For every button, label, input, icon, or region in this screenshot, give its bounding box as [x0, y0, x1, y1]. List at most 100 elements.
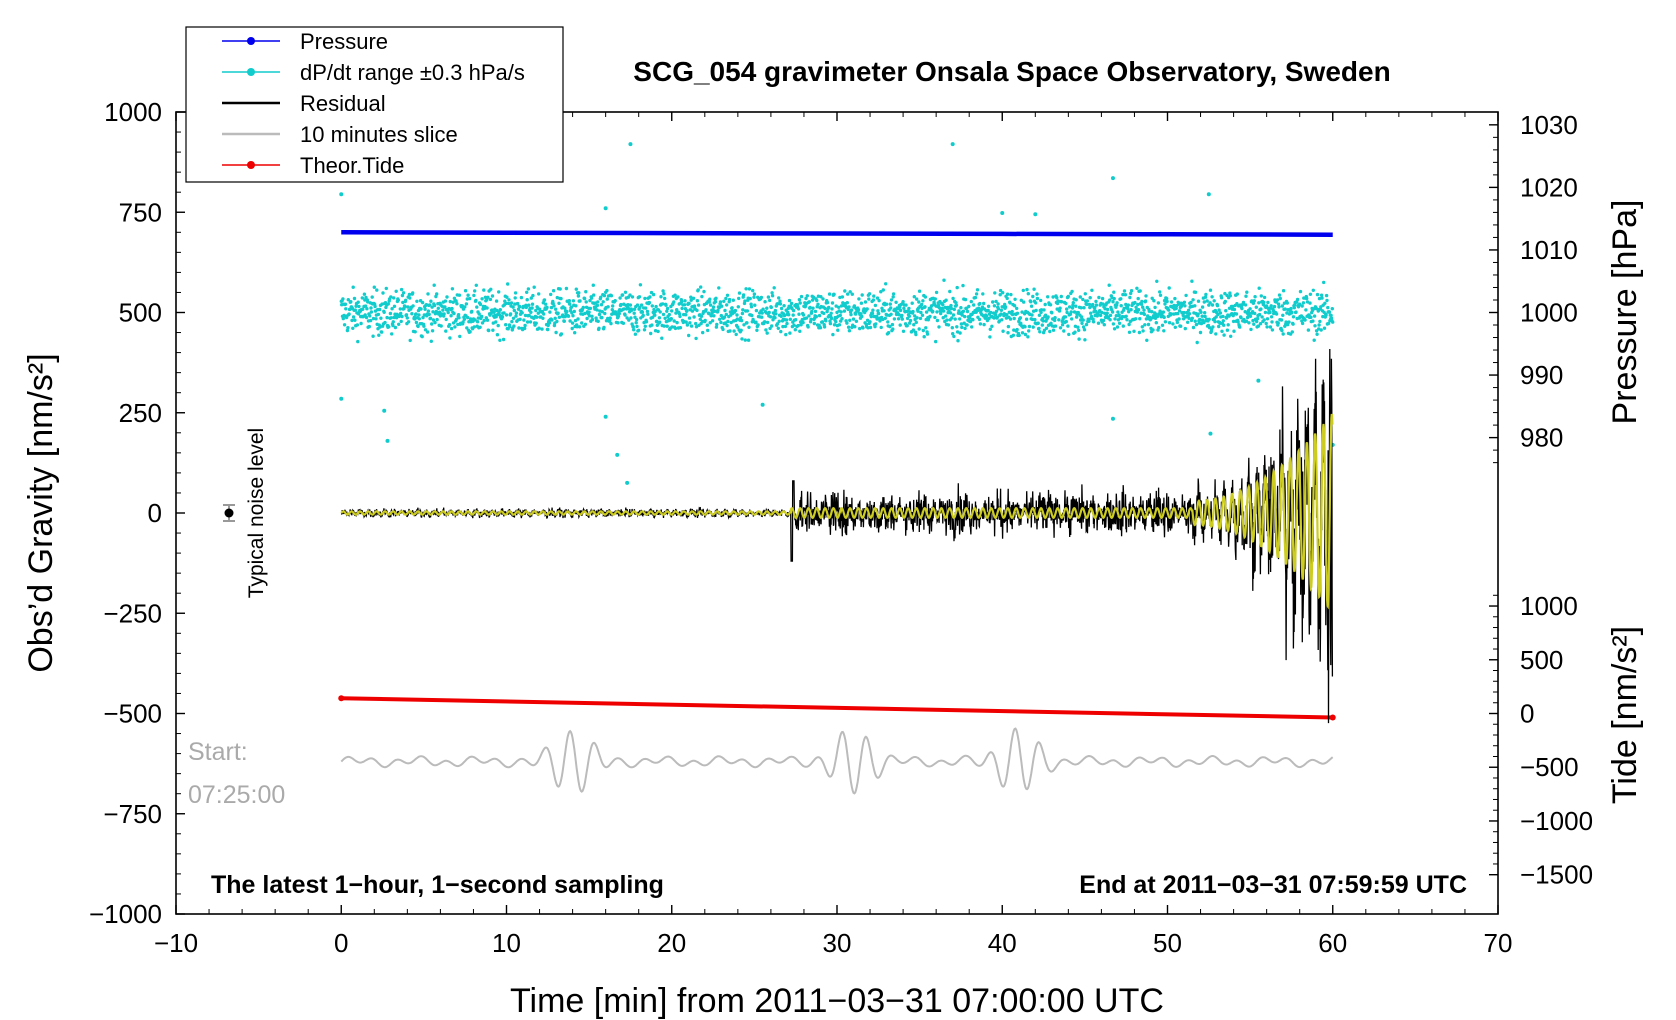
dpdt-point [873, 303, 878, 308]
dpdt-point [917, 289, 922, 293]
x-tick-label: 40 [988, 928, 1017, 958]
dpdt-point [1292, 306, 1297, 310]
dpdt-point [889, 298, 894, 302]
dpdt-point [661, 302, 665, 306]
dpdt-point [442, 312, 446, 316]
dpdt-point [406, 305, 410, 309]
dpdt-point [605, 297, 609, 301]
dpdt-point [429, 339, 433, 343]
dpdt-point [534, 308, 538, 313]
dpdt-point [659, 295, 663, 299]
dpdt-point [1000, 211, 1005, 216]
dpdt-point [1289, 306, 1293, 311]
dpdt-point [1183, 304, 1187, 308]
dpdt-point [1177, 317, 1181, 321]
pressure-axis-label: Pressure [hPa] [1606, 200, 1644, 425]
dpdt-point [672, 319, 676, 323]
dpdt-point [846, 292, 850, 296]
dpdt-point [701, 330, 705, 335]
dpdt-point [549, 292, 553, 297]
dpdt-point [951, 296, 955, 301]
dpdt-point [845, 301, 849, 305]
dpdt-point [715, 322, 719, 327]
tide-axis-label: Tide [nm/s²] [1606, 626, 1644, 804]
dpdt-point [849, 308, 854, 312]
dpdt-point [611, 304, 615, 308]
dpdt-point [519, 295, 524, 300]
dpdt-point [449, 326, 454, 331]
dpdt-point [1012, 304, 1017, 308]
dpdt-point [351, 285, 355, 289]
legend-label-tide: Theor.Tide [300, 153, 404, 178]
dpdt-point [495, 333, 500, 337]
dpdt-point [1191, 298, 1195, 302]
dpdt-point [770, 294, 775, 298]
dpdt-point [1078, 295, 1083, 299]
dpdt-point [907, 314, 911, 318]
noise-label: Typical noise level [245, 428, 268, 598]
tide-series [341, 696, 1333, 720]
dpdt-point [725, 293, 730, 297]
dpdt-point [1135, 286, 1139, 290]
dpdt-point [530, 306, 534, 310]
dpdt-point [555, 319, 559, 324]
dpdt-point [514, 314, 518, 318]
dpdt-point [789, 301, 794, 306]
dpdt-point [343, 302, 348, 306]
pressure-tick-label: 1030 [1520, 110, 1578, 140]
dpdt-point [1179, 324, 1183, 328]
dpdt-point [760, 311, 764, 315]
legend-item-slice: 10 minutes slice [222, 122, 458, 147]
dpdt-point [682, 303, 687, 307]
dpdt-point [468, 330, 472, 334]
dpdt-point [928, 314, 932, 319]
dpdt-point [1218, 311, 1223, 315]
dpdt-point [995, 315, 999, 319]
dpdt-point [711, 305, 716, 309]
dpdt-point [1210, 295, 1214, 299]
dpdt-point [872, 294, 876, 298]
dpdt-point [1229, 334, 1233, 338]
dpdt-point [1167, 286, 1171, 290]
dpdt-point [977, 306, 981, 310]
dpdt-point [1155, 279, 1159, 283]
dpdt-point [868, 325, 873, 330]
dpdt-point [1070, 306, 1075, 310]
dpdt-point [778, 299, 782, 303]
dpdt-point [777, 296, 781, 300]
dpdt-point [934, 339, 938, 344]
dpdt-point [951, 313, 956, 317]
dpdt-point [852, 304, 857, 308]
y-tick-label: 500 [119, 298, 162, 328]
dpdt-point [722, 299, 726, 303]
dpdt-point [764, 328, 768, 332]
dpdt-point [988, 335, 992, 339]
dpdt-point [846, 325, 851, 329]
dpdt-point [554, 307, 558, 311]
dpdt-point [773, 308, 778, 313]
dpdt-point [741, 293, 746, 297]
dpdt-point [754, 308, 759, 313]
dpdt-point [1141, 329, 1145, 333]
dpdt-point [1216, 312, 1220, 317]
dpdt-point [369, 310, 374, 314]
dpdt-point [356, 300, 360, 304]
dpdt-point [1154, 321, 1159, 325]
filtered-series [340, 413, 1334, 610]
dpdt-point [751, 288, 755, 293]
legend-label-pressure: Pressure [300, 29, 388, 54]
dpdt-point [777, 319, 781, 323]
dpdt-point [745, 309, 750, 313]
dpdt-point [811, 306, 815, 310]
dpdt-point [450, 287, 455, 291]
dpdt-point [351, 326, 355, 330]
dpdt-point [958, 317, 962, 321]
dpdt-point [364, 295, 368, 300]
dpdt-point [425, 330, 430, 334]
dpdt-point [832, 292, 836, 297]
dpdt-point [597, 326, 601, 330]
dpdt-point [466, 293, 470, 297]
dpdt-point [813, 309, 818, 314]
dpdt-point [441, 308, 445, 312]
dpdt-point [722, 315, 727, 319]
